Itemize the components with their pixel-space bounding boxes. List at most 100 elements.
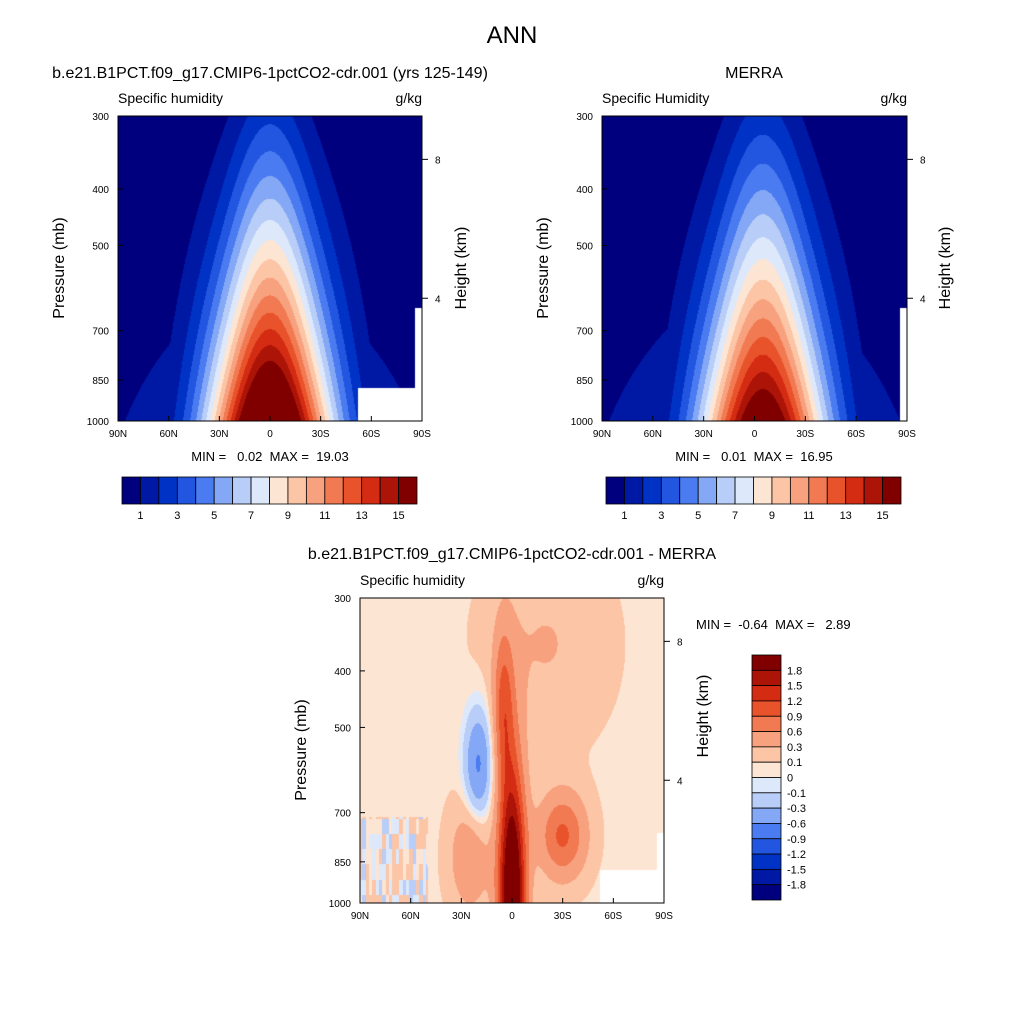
y-tick-label: 400 — [334, 667, 351, 678]
colorbar-label: 1 — [621, 510, 627, 522]
y2-axis-label: Height (km) — [453, 227, 470, 310]
y-tick-label: 500 — [334, 723, 351, 734]
colorbar-swatch — [751, 807, 782, 824]
colorbar-swatch — [751, 823, 782, 840]
colorbar-label: 1.8 — [787, 665, 802, 677]
colorbar-swatch — [826, 476, 847, 505]
y-tick-label: 850 — [92, 376, 109, 387]
min-max-stats: MIN = 0.02 MAX = 19.03 — [191, 449, 349, 464]
x-tick-label: 60N — [159, 429, 177, 440]
y2-tick-label: 8 — [677, 637, 683, 648]
panel-title: MERRA — [725, 65, 783, 82]
x-tick-label: 0 — [267, 429, 273, 440]
colorbar-swatch — [751, 777, 782, 794]
colorbar-swatch — [751, 731, 782, 748]
y2-tick-label: 4 — [677, 776, 683, 787]
contour-field — [360, 598, 664, 903]
colorbar-swatch — [140, 476, 160, 505]
colorbar-swatch — [250, 476, 270, 505]
colorbar-label: 0.9 — [787, 711, 802, 723]
colorbar-swatch — [771, 476, 791, 505]
y-tick-label: 1000 — [329, 899, 352, 910]
panel-title: b.e21.B1PCT.f09_g17.CMIP6-1pctCO2-cdr.00… — [52, 65, 488, 82]
x-tick-label: 90S — [898, 429, 916, 440]
y-axis-label: Pressure (mb) — [535, 217, 552, 318]
colorbar-label: 0.1 — [787, 757, 802, 769]
x-tick-label: 90N — [593, 429, 611, 440]
colorbar-swatch — [269, 476, 289, 505]
colorbar-label: 7 — [248, 510, 254, 522]
colorbar-swatch — [379, 476, 399, 505]
x-tick-label: 30S — [796, 429, 814, 440]
colorbar-label: 1 — [137, 510, 143, 522]
y2-tick-label: 8 — [920, 155, 926, 166]
colorbar-label: 13 — [356, 510, 368, 522]
y2-axis-label: Height (km) — [937, 227, 954, 310]
colorbar-swatch — [398, 476, 418, 505]
colorbar-label: 1.2 — [787, 696, 802, 708]
axes: 90N 60N 30N 0 30S 60S 90S 300 400 500 700 850 1000 8 4 — [329, 594, 683, 922]
colorbar-swatch — [751, 685, 782, 702]
colorbar-label: 15 — [392, 510, 404, 522]
variable-label: Specific Humidity — [602, 90, 709, 106]
x-tick-label: 90S — [655, 911, 673, 922]
x-tick-label: 0 — [752, 429, 758, 440]
colorbar-swatch — [324, 476, 344, 505]
colorbar-label: 1.5 — [787, 681, 802, 693]
colorbar-swatch — [176, 476, 197, 505]
x-tick-label: 90N — [109, 429, 127, 440]
x-tick-label: 90S — [413, 429, 431, 440]
panel-title: b.e21.B1PCT.f09_g17.CMIP6-1pctCO2-cdr.00… — [308, 546, 717, 563]
axes: 90N 60N 30N 0 30S 60S 90S 300 400 500 700 850 1000 8 4 — [571, 112, 926, 440]
x-tick-label: 90N — [351, 911, 369, 922]
panel-model: b.e21.B1PCT.f09_g17.CMIP6-1pctCO2-cdr.00… — [51, 65, 488, 522]
y2-tick-label: 4 — [435, 294, 441, 305]
panel-merra: MERRA Specific Humidity g/kg 90N 60N 30N 0 3… — [535, 65, 954, 522]
colorbar-label: 3 — [658, 510, 664, 522]
colorbar-swatch — [624, 476, 644, 505]
colorbar-swatch — [679, 476, 699, 505]
x-tick-label: 30S — [554, 911, 572, 922]
colorbar: 1 3 5 7 9 11 13 15 — [605, 476, 902, 522]
colorbar-swatch — [642, 476, 662, 505]
colorbar-swatch — [863, 476, 883, 505]
colorbar-swatch — [195, 476, 215, 505]
colorbar-label: 11 — [803, 510, 814, 522]
colorbar: 1.8 1.5 1.2 0.9 0.6 0.3 0.1 0 -0.1 -0.3 -0.6 -0.9 -1… — [751, 654, 806, 901]
panel-difference: b.e21.B1PCT.f09_g17.CMIP6-1pctCO2-cdr.00… — [293, 546, 851, 922]
colorbar-swatch — [751, 700, 782, 717]
x-tick-label: 0 — [509, 911, 515, 922]
contour-image — [360, 598, 664, 903]
x-tick-label: 60N — [401, 911, 419, 922]
colorbar-swatch — [882, 476, 902, 505]
y2-tick-label: 8 — [435, 155, 441, 166]
min-max-stats: MIN = -0.64 MAX = 2.89 — [696, 617, 851, 632]
y2-axis-label: Height (km) — [695, 675, 712, 758]
colorbar-label: -1.2 — [787, 849, 806, 861]
colorbar-label: -1.5 — [787, 864, 806, 876]
colorbar-label: 5 — [695, 510, 701, 522]
colorbar-swatch — [361, 476, 381, 505]
y-tick-label: 1000 — [571, 417, 594, 428]
x-tick-label: 60S — [362, 429, 380, 440]
colorbar-swatch — [342, 476, 363, 505]
colorbar: 1 3 5 7 9 11 13 15 — [121, 476, 418, 522]
x-tick-label: 60S — [847, 429, 865, 440]
colorbar-label: 11 — [319, 510, 330, 522]
min-max-stats: MIN = 0.01 MAX = 16.95 — [675, 449, 833, 464]
contour-field — [118, 116, 422, 421]
colorbar-swatch — [121, 476, 141, 505]
colorbar-swatch — [605, 476, 625, 505]
contour-image — [118, 116, 422, 421]
colorbar-swatch — [734, 476, 754, 505]
colorbar-swatch — [751, 761, 782, 778]
y-tick-label: 850 — [576, 376, 593, 387]
colorbar-label: 0.3 — [787, 742, 802, 754]
y-axis-label: Pressure (mb) — [293, 699, 310, 800]
colorbar-swatch — [751, 715, 782, 732]
colorbar-swatch — [716, 476, 736, 505]
y-tick-label: 400 — [576, 185, 593, 196]
figure-title: ANN — [487, 22, 538, 49]
colorbar-label: -0.6 — [787, 818, 806, 830]
colorbar-label: 15 — [876, 510, 888, 522]
